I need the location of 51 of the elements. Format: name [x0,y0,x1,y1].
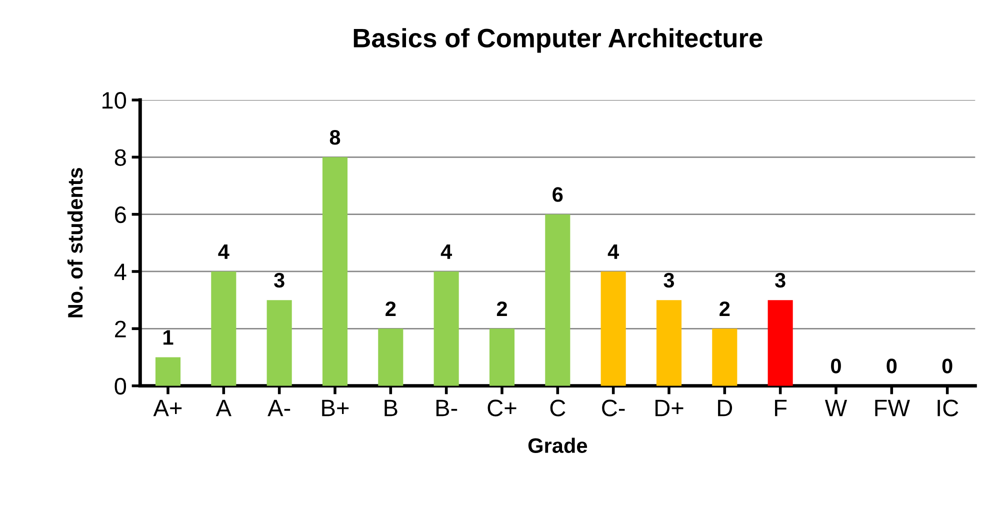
x-tick-label: B [384,400,398,416]
y-axis-title: No. of students [67,168,83,318]
data-label: 6 [552,187,563,202]
x-tick-label: C [550,400,566,416]
data-label: 0 [886,358,897,374]
x-tick-label: A [216,400,232,416]
x-tick-label: D+ [656,400,684,416]
bar [768,300,793,386]
data-label: 8 [330,130,340,145]
x-tick-label: F [775,400,787,416]
y-tick-label: 10 [102,92,126,109]
x-tick-label: W [824,400,848,416]
y-tick-label: 0 [114,378,126,395]
data-label: 3 [664,272,674,288]
data-label: 3 [274,272,284,288]
x-tick-label: B- [436,400,458,416]
bar [155,357,181,386]
data-label: 2 [720,301,730,316]
data-label: 0 [942,358,952,374]
data-label: 4 [440,244,452,259]
data-label: 1 [164,330,174,345]
y-tick-label: 8 [114,149,126,166]
y-tick-label: 6 [115,206,126,224]
bar [712,328,738,386]
x-tick-label: A+ [153,400,182,416]
x-tick-label: B+ [322,400,349,416]
data-label: 2 [496,301,507,316]
bar [211,271,236,386]
y-tick-label: 4 [114,264,126,280]
data-label: 0 [831,358,841,374]
x-tick-label: FW [875,400,910,416]
bar [434,271,459,386]
x-tick-label: IC [938,400,958,416]
x-tick-label: A- [268,400,290,416]
x-tick-label: D [718,400,732,416]
bar [600,271,626,386]
x-tick-label: C- [602,400,625,416]
bar [656,300,682,386]
chart-title: Basics of Computer Architecture [354,28,762,53]
bar [378,328,404,386]
bar [489,328,515,386]
x-tick-label: C+ [488,400,516,416]
bar [545,214,570,386]
data-label: 4 [608,244,620,259]
bar [322,157,348,386]
x-axis-title: Grade [528,438,588,453]
data-label: 2 [386,301,396,316]
data-label: 3 [775,272,786,288]
data-label: 4 [218,244,230,259]
y-tick-label: 2 [115,320,126,338]
bar [266,300,292,386]
